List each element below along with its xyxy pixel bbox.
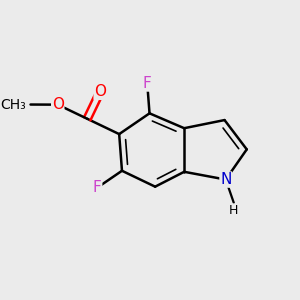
Text: O: O xyxy=(94,84,106,99)
Text: F: F xyxy=(143,76,152,91)
Text: CH₃: CH₃ xyxy=(1,98,26,112)
Text: N: N xyxy=(220,172,231,187)
Text: H: H xyxy=(229,204,239,217)
Text: O: O xyxy=(52,97,64,112)
Text: F: F xyxy=(93,180,102,195)
